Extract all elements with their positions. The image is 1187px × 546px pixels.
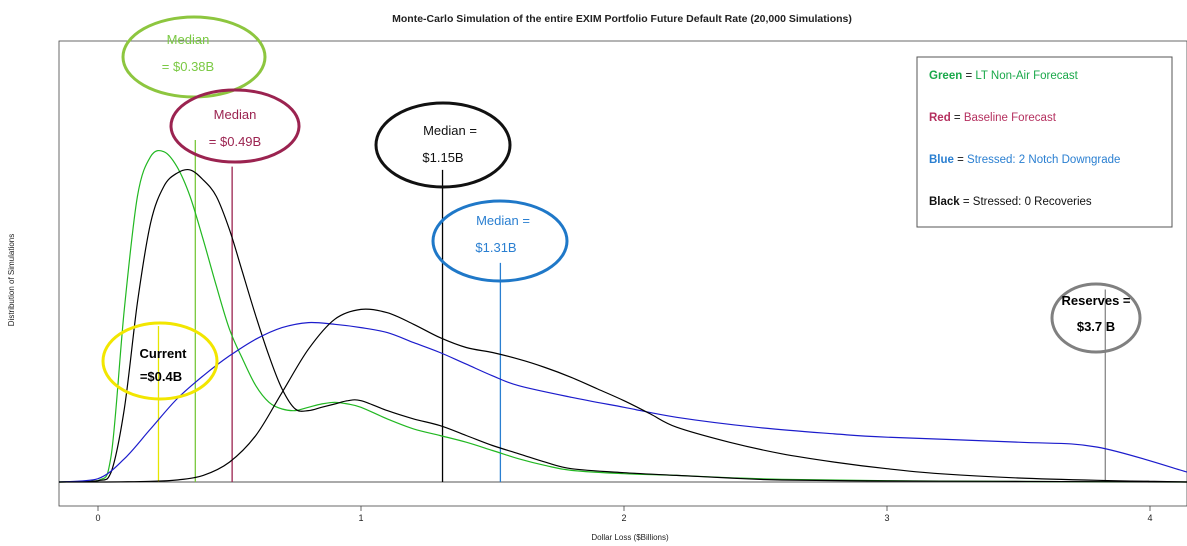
y-axis-label: Distribution of Simulations [7, 234, 16, 326]
series-line-black-wide [59, 308, 1187, 483]
x-tick-label: 3 [884, 513, 889, 523]
annotation-black-median: Median = $1.15B [374, 101, 512, 189]
annotation-red-median: Median = $0.49B [169, 88, 301, 164]
annotation-text: $1.31B [475, 240, 516, 255]
x-ticks: 0 1 2 3 4 [95, 506, 1153, 523]
annotation-ring [374, 101, 512, 189]
annotation-text: $3.7 B [1077, 319, 1115, 334]
legend: Green = LT Non-Air Forecast Red = Baselin… [916, 56, 1173, 228]
annotation-text: Current [140, 346, 188, 361]
x-tick-label: 2 [621, 513, 626, 523]
annotation-text: = $0.38B [162, 59, 214, 74]
legend-entry-red: Red = Baseline Forecast [929, 112, 1057, 124]
legend-box [916, 56, 1173, 228]
series-line-blue [58, 321, 1187, 483]
annotation-text: Median [214, 107, 257, 122]
annotation-reserves: Reserves = $3.7 B [1050, 282, 1142, 354]
legend-items: Green = LT Non-Air Forecast Red = Baselin… [929, 70, 1120, 208]
annotation-current: Current =$0.4B [101, 321, 219, 401]
annotation-text: Median = [423, 123, 477, 138]
annotation-text: $1.15B [422, 150, 463, 165]
annotation-group: Median = $0.38B Median = $0.49B Median = $1.1… [101, 15, 1142, 401]
series-group [58, 149, 1187, 483]
x-tick-label: 4 [1147, 513, 1152, 523]
annotation-text: Median [167, 32, 210, 47]
x-tick-label: 0 [95, 513, 100, 523]
x-axis-label: Dollar Loss ($Billions) [591, 533, 669, 542]
annotation-ring [169, 88, 301, 164]
series-line-black-narrow [58, 168, 1187, 483]
chart-title: Monte-Carlo Simulation of the entire EXI… [392, 13, 852, 25]
annotation-ring [1050, 282, 1142, 354]
x-tick-label: 1 [358, 513, 363, 523]
annotation-ring [101, 321, 219, 401]
annotation-text: Median = [476, 213, 530, 228]
annotation-blue-median: Median = $1.31B [431, 199, 569, 283]
legend-entry-green: Green = LT Non-Air Forecast [929, 70, 1079, 82]
annotation-ring [431, 199, 569, 283]
annotation-text: =$0.4B [140, 369, 182, 384]
annotation-text: = $0.49B [209, 134, 261, 149]
annotation-text: Reserves = [1061, 293, 1130, 308]
legend-entry-blue: Blue = Stressed: 2 Notch Downgrade [929, 154, 1120, 166]
legend-entry-black: Black = Stressed: 0 Recoveries [929, 196, 1092, 208]
